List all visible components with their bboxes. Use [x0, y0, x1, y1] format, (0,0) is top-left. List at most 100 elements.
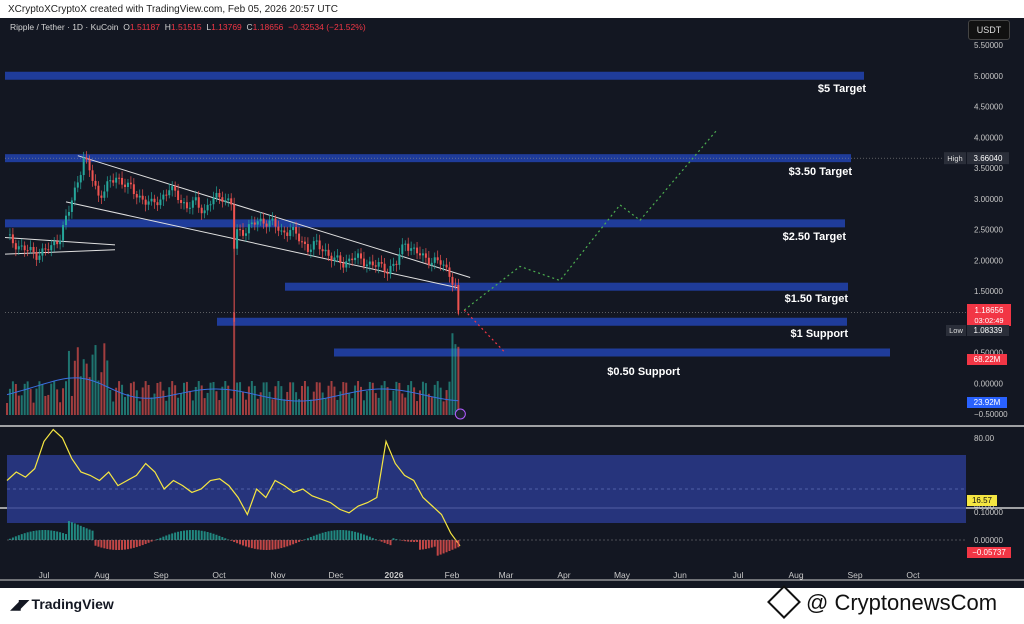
macd-bar: [174, 532, 177, 540]
candle-body: [126, 182, 129, 188]
candle-body: [380, 262, 383, 264]
volume-bar: [85, 363, 88, 415]
candle-body: [138, 195, 141, 198]
macd-bar: [53, 530, 56, 540]
volume-bar: [153, 393, 156, 415]
currency-badge[interactable]: USDT: [968, 20, 1010, 40]
macd-bar: [312, 535, 315, 540]
candle-body: [365, 264, 368, 267]
macd-bar: [121, 540, 124, 550]
macd-bar: [410, 540, 413, 542]
volume-bar: [321, 392, 324, 415]
macd-bar: [354, 531, 357, 540]
candle-body: [177, 190, 180, 201]
candle-body: [395, 263, 398, 265]
macd-bar: [430, 540, 433, 548]
volume-bar: [427, 393, 430, 415]
price-tick-label: 4.00000: [974, 133, 1003, 142]
candle-body: [73, 187, 76, 201]
level-label: $1 Support: [791, 328, 849, 340]
candle-body: [433, 257, 436, 263]
candle-body: [59, 240, 62, 245]
volume-bar: [345, 382, 348, 415]
countdown-text: 03:02:49: [974, 316, 1003, 325]
volume-bar: [404, 397, 407, 415]
volume-bar: [274, 386, 277, 415]
macd-bar: [295, 540, 298, 544]
volume-bar: [244, 399, 247, 415]
candle-body: [236, 229, 239, 249]
volume-bar: [362, 400, 365, 415]
volume-group: [6, 312, 460, 415]
macd-bar: [436, 540, 439, 556]
volume-bar: [203, 398, 206, 415]
macd-bar: [365, 535, 368, 540]
current-price-text: 1.18656: [975, 306, 1004, 315]
candle-body: [265, 223, 268, 227]
time-tick-label: Dec: [328, 570, 344, 580]
level-zone: [5, 219, 845, 228]
volume-bar: [377, 397, 380, 415]
candle-body: [17, 246, 20, 250]
candle-body: [8, 234, 11, 236]
volume-bar: [76, 347, 79, 415]
macd-bar: [395, 539, 398, 540]
candle-body: [336, 255, 339, 258]
macd-bar: [318, 533, 321, 540]
volume-bar: [185, 381, 188, 415]
ohlc-close: 1.18656: [252, 22, 284, 32]
macd-bar: [50, 530, 53, 540]
candle-body: [200, 207, 203, 214]
macd-bar: [413, 540, 416, 542]
volume-bar: [171, 381, 174, 415]
candle-body: [124, 184, 126, 188]
candle-body: [330, 255, 333, 261]
volume-bar: [268, 391, 271, 415]
price-tick-label: 3.50000: [974, 164, 1003, 173]
macd-bar: [194, 530, 197, 540]
macd-bar: [324, 531, 327, 540]
volume-bar: [368, 381, 371, 415]
chart-svg: 5.50000 5.00000 4.50000 4.00000 3.50000 3.000…: [0, 0, 1024, 588]
candle-body: [398, 254, 401, 265]
current-price-tag: [967, 304, 1011, 326]
macd-bar: [38, 530, 41, 540]
candle-body: [188, 207, 191, 209]
macd-bar: [41, 530, 44, 540]
time-tick-label: Aug: [94, 570, 109, 580]
volume-bar: [424, 383, 427, 415]
macd-bar: [79, 525, 82, 540]
volume-bar: [215, 391, 218, 415]
tradingview-logo: ◢◤ TradingView: [10, 596, 114, 613]
candle-body: [259, 218, 262, 222]
candle-body: [106, 181, 109, 192]
volume-bar: [421, 381, 424, 415]
header-strip: [0, 0, 1024, 18]
level-label: $1.50 Target: [785, 293, 849, 305]
candle-body: [174, 186, 177, 191]
time-tick-label: Jul: [39, 570, 50, 580]
high-badge-tag: [944, 152, 966, 165]
volume-bar: [283, 399, 286, 415]
candle-body: [230, 198, 233, 205]
ohlc-open: 1.51187: [129, 22, 160, 32]
macd-bar: [215, 534, 218, 540]
macd-bar: [309, 536, 312, 540]
macd-bar: [383, 540, 386, 543]
volume-bar: [47, 394, 50, 415]
macd-group: [8, 521, 460, 556]
macd-bar: [97, 540, 100, 547]
volume-bar: [56, 389, 59, 415]
macd-bar: [62, 533, 65, 540]
candle-body: [442, 264, 445, 266]
ohlc-low: 1.13769: [211, 22, 242, 32]
candle-body: [156, 202, 159, 206]
candle-body: [44, 248, 47, 250]
candle-body: [221, 197, 224, 202]
candle-body: [283, 230, 286, 233]
macd-bar: [70, 522, 73, 540]
wedge-upper-line: [77, 155, 471, 278]
candle-body: [224, 200, 227, 202]
macd-bar: [112, 540, 115, 550]
candle-body: [247, 224, 250, 234]
